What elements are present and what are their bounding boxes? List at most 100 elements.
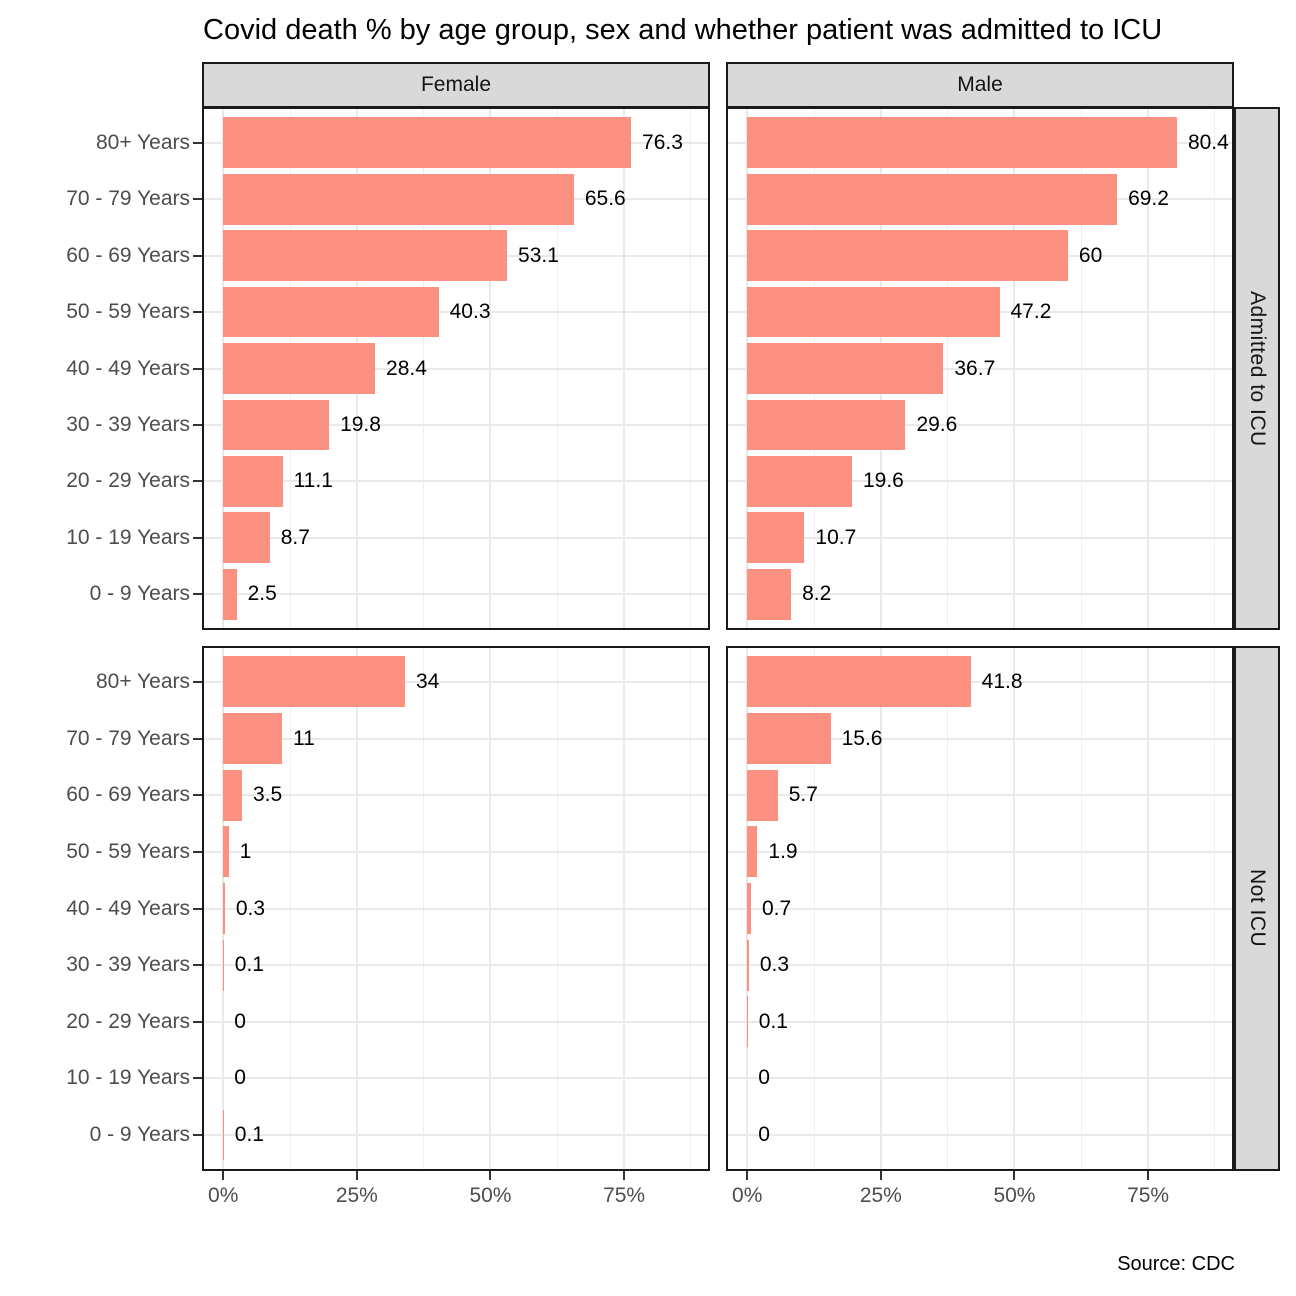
gridline-horizontal [204,1020,708,1023]
x-axis-tick [1013,1171,1016,1180]
facet-strip-not-icu-label: Not ICU [1246,869,1269,948]
facet-strip-female-label: Female [420,73,492,96]
y-axis-label: 20 - 29 Years [66,1009,190,1033]
bar-80+ Years [223,117,632,169]
gridline-horizontal [204,1077,708,1080]
bar-50 - 59 Years [223,286,439,338]
gridline-horizontal [728,1020,1232,1023]
bar-value-label: 0 [758,1123,770,1147]
bar-value-label: 3.5 [252,783,283,807]
gridline-horizontal [204,680,708,683]
y-axis-label: 50 - 59 Years [66,839,190,863]
bar-20 - 29 Years [223,455,283,507]
y-axis-tick [193,907,202,910]
bar-value-label: 0.1 [234,953,264,977]
facet-strip-male-label: Male [957,73,1003,96]
x-axis-tick-label: 50% [993,1184,1036,1207]
gridline-horizontal [204,593,708,596]
bar-20 - 29 Years [747,455,852,507]
y-axis-label: 20 - 29 Years [66,469,190,493]
bar-40 - 49 Years [747,343,944,394]
y-axis-label: 30 - 39 Years [66,412,190,436]
bar-value-label: 0.3 [759,953,790,977]
facet-strip-not-icu: Not ICU [1234,646,1280,1171]
gridline-horizontal [728,964,1232,967]
y-axis-tick [193,1134,202,1137]
y-axis-tick [193,141,202,144]
bar-60 - 69 Years [223,769,242,821]
bar-70 - 79 Years [223,713,283,765]
facet-strip-admitted-to-icu-label: Admitted to ICU [1246,290,1269,447]
x-axis-tick [879,1171,882,1180]
x-axis-tick-label: 0% [208,1184,239,1207]
gridline-horizontal [728,367,1232,370]
bar-50 - 59 Years [747,826,758,878]
bar-value-label: 0.1 [758,1009,788,1033]
bar-value-label: 40.3 [449,300,491,324]
panel-male-not-icu: 41.8 15.6 5.7 1.9 0.7 0.3 0.1 0 0 [726,646,1234,1171]
bar-0 - 9 Years [223,1109,224,1161]
bar-value-label: 19.6 [862,469,904,493]
bar-value-label: 0 [234,1009,246,1033]
gridline-horizontal [204,850,708,853]
gridline-horizontal [204,536,708,539]
x-axis-tick-label: 75% [1127,1184,1170,1207]
bar-70 - 79 Years [747,173,1118,225]
bar-50 - 59 Years [223,826,229,878]
bar-value-label: 80.4 [1187,130,1229,154]
x-axis-tick [623,1171,626,1180]
gridline-horizontal [728,1077,1232,1080]
y-axis-label: 0 - 9 Years [89,1123,190,1147]
facet-strip-female: Female [202,62,710,108]
bar-40 - 49 Years [747,883,751,934]
panel-female-admitted-icu: 76.3 65.6 53.1 40.3 28.4 19.8 11.1 8.7 2.5 [202,107,710,630]
x-axis-male: 0% 25% 50% 75% [728,1171,1232,1217]
bar-value-label: 28.4 [386,356,427,380]
bar-30 - 39 Years [223,939,224,991]
y-axis-tick [193,423,202,426]
bar-value-label: 1 [239,839,252,863]
gridline-horizontal [728,794,1232,797]
y-axis-tick [193,198,202,201]
bar-0 - 9 Years [747,568,792,620]
bar-value-label: 10.7 [815,525,857,549]
x-axis-tick-label: 0% [732,1184,763,1207]
gridline-horizontal [728,737,1232,740]
y-axis-label: 80+ Years [95,669,190,693]
y-axis-tick [193,593,202,596]
bar-value-label: 65.6 [584,187,626,211]
gridline-horizontal [204,311,708,314]
bar-value-label: 11 [293,726,315,750]
gridline-horizontal [728,423,1232,426]
bar-value-label: 0.7 [761,896,792,920]
bar-20 - 29 Years [747,996,748,1048]
bar-value-label: 60 [1078,243,1103,267]
bar-60 - 69 Years [223,230,508,282]
y-axis-tick [193,1020,202,1023]
gridline-horizontal [204,1134,708,1137]
y-axis-label: 10 - 19 Years [66,1066,190,1090]
y-axis-tick [193,367,202,370]
chart-title: Covid death % by age group, sex and whet… [203,14,1163,46]
bar-value-label: 0 [234,1066,246,1090]
gridline-horizontal [204,964,708,967]
bar-40 - 49 Years [223,343,376,394]
bar-value-label: 19.8 [340,412,381,436]
gridline-horizontal [204,794,708,797]
x-axis-tick-label: 25% [859,1184,902,1207]
bar-value-label: 11.1 [293,469,333,493]
bar-value-label: 29.6 [916,412,958,436]
gridline-horizontal [204,907,708,910]
y-axis-label: 50 - 59 Years [66,300,190,324]
bar-50 - 59 Years [747,286,1000,338]
panel-male-admitted-icu: 80.4 69.2 60 47.2 36.7 29.6 19.6 10.7 8.2 [726,107,1234,630]
bar-60 - 69 Years [747,230,1068,282]
bar-value-label: 41.8 [981,669,1023,693]
panel-female-not-icu: 34 11 3.5 1 0.3 0.1 0 0 0.1 [202,646,710,1171]
bar-value-label: 8.2 [802,582,832,606]
y-axis-label: 60 - 69 Years [66,243,190,267]
y-axis-tick [193,1077,202,1080]
y-axis-tick [193,311,202,314]
y-axis-tick [193,850,202,853]
